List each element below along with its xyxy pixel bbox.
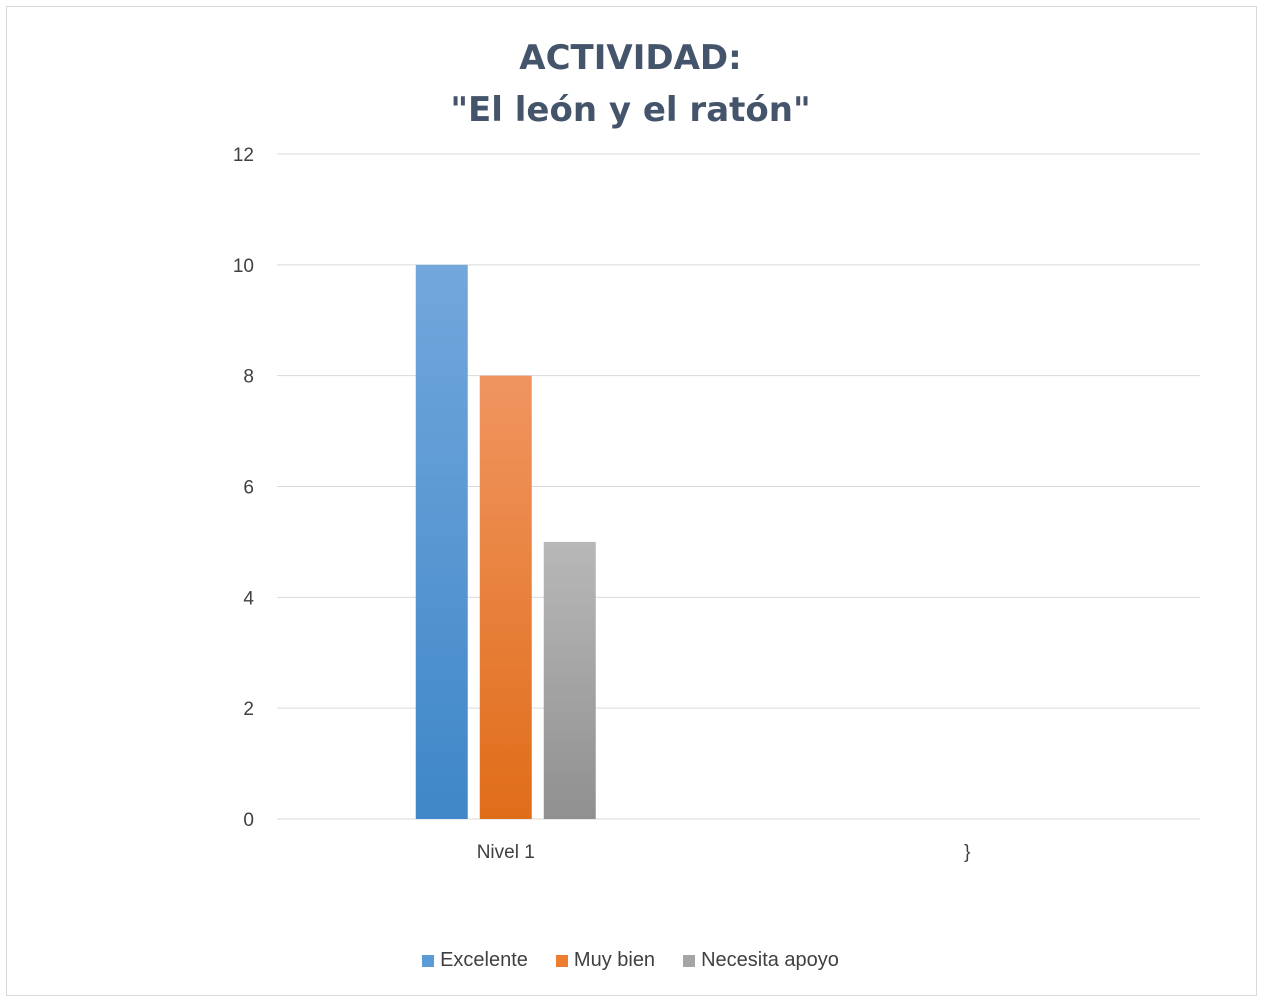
legend-item: Necesita apoyo: [683, 949, 839, 972]
legend-label: Excelente: [440, 949, 528, 971]
chart-title-line-1: ACTIVIDAD:: [519, 38, 742, 78]
legend-swatch: [422, 954, 435, 967]
x-tick-label: }: [964, 842, 970, 863]
bar-necesita-apoyo: [543, 541, 596, 819]
y-tick-label: 6: [243, 478, 254, 499]
y-tick-label: 4: [243, 588, 254, 609]
bar-excelente: [415, 264, 468, 819]
legend-item: Muy bien: [555, 949, 656, 972]
chart-frame: [6, 6, 1257, 996]
y-tick-label: 12: [233, 145, 254, 166]
legend-label: Muy bien: [573, 949, 656, 971]
chart-title: ACTIVIDAD: "El león y el ratón": [0, 32, 1261, 136]
y-tick-label: 0: [243, 810, 254, 831]
legend-label: Necesita apoyo: [701, 949, 839, 971]
y-tick-label: 2: [243, 699, 254, 720]
x-tick-label: Nivel 1: [477, 842, 535, 863]
legend-swatch: [555, 954, 568, 967]
legend-swatch: [683, 954, 696, 967]
chart-legend: Excelente Muy bien Necesita apoyo: [0, 949, 1261, 972]
legend-item: Excelente: [422, 949, 528, 972]
y-tick-label: 8: [243, 367, 254, 388]
chart-title-line-2: "El león y el ratón": [450, 90, 811, 130]
bar-muy-bien: [479, 375, 532, 819]
y-tick-label: 10: [233, 256, 254, 277]
